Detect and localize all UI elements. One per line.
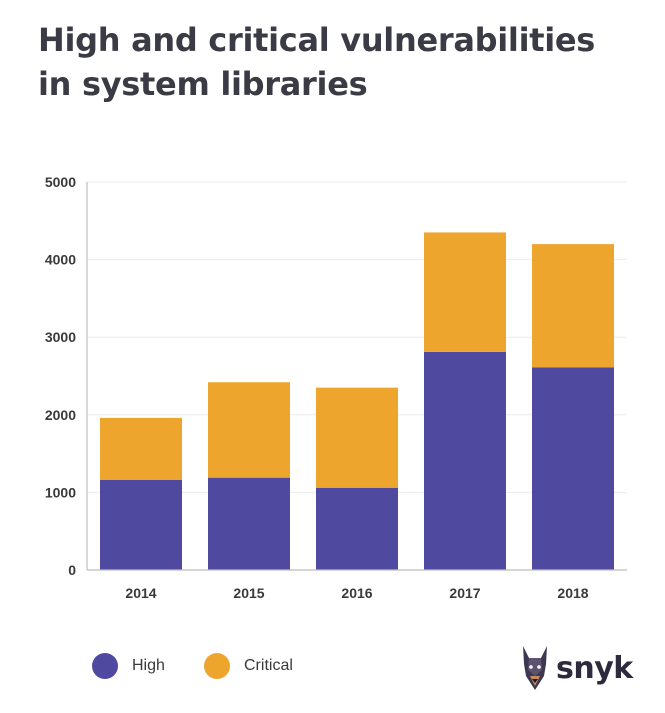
- x-tick-labels: 2014 2015 2016 2017 2018: [125, 585, 588, 601]
- bar-high-2017: [424, 351, 506, 570]
- bar-high-2018: [532, 367, 614, 570]
- bar-critical-2015: [208, 382, 290, 478]
- x-tick-label-2018: 2018: [557, 585, 588, 601]
- x-tick-label-2015: 2015: [233, 585, 264, 601]
- bar-high-2015: [208, 477, 290, 570]
- axes: [86, 182, 627, 571]
- y-tick-label-1000: 1000: [45, 484, 76, 500]
- chart-title-line-2: in system libraries: [38, 65, 368, 103]
- y-tick-label-5000: 5000: [45, 174, 76, 190]
- y-tick-label-0: 0: [68, 562, 76, 578]
- legend-item-critical: Critical: [204, 652, 293, 680]
- y-tick-labels: 0 1000 2000 3000 4000 5000: [45, 174, 76, 578]
- doberman-icon: [523, 646, 547, 690]
- bar-critical-2017: [424, 232, 506, 352]
- snyk-logo: snyk: [520, 646, 633, 690]
- chart-title-line-1: High and critical vulnerabilities: [38, 21, 596, 59]
- x-tick-label-2017: 2017: [449, 585, 480, 601]
- chart-title: High and critical vulnerabilities in sys…: [38, 18, 638, 106]
- x-tick-label-2014: 2014: [125, 585, 156, 601]
- legend-label-critical: Critical: [244, 657, 293, 674]
- bar-critical-2018: [532, 244, 614, 368]
- legend-item-high: High: [92, 652, 165, 680]
- bar-high-2014: [100, 479, 182, 570]
- y-tick-label-2000: 2000: [45, 407, 76, 423]
- bar-critical-2016: [316, 387, 398, 488]
- y-tick-label-4000: 4000: [45, 252, 76, 268]
- legend-label-high: High: [132, 657, 165, 674]
- bar-high-2016: [316, 487, 398, 570]
- y-tick-label-3000: 3000: [45, 329, 76, 345]
- bars: [100, 232, 614, 570]
- brand-name: snyk: [556, 650, 633, 686]
- x-tick-label-2016: 2016: [341, 585, 372, 601]
- bar-critical-2014: [100, 417, 182, 480]
- legend-swatch-critical: [204, 653, 230, 679]
- legend-swatch-high: [92, 653, 118, 679]
